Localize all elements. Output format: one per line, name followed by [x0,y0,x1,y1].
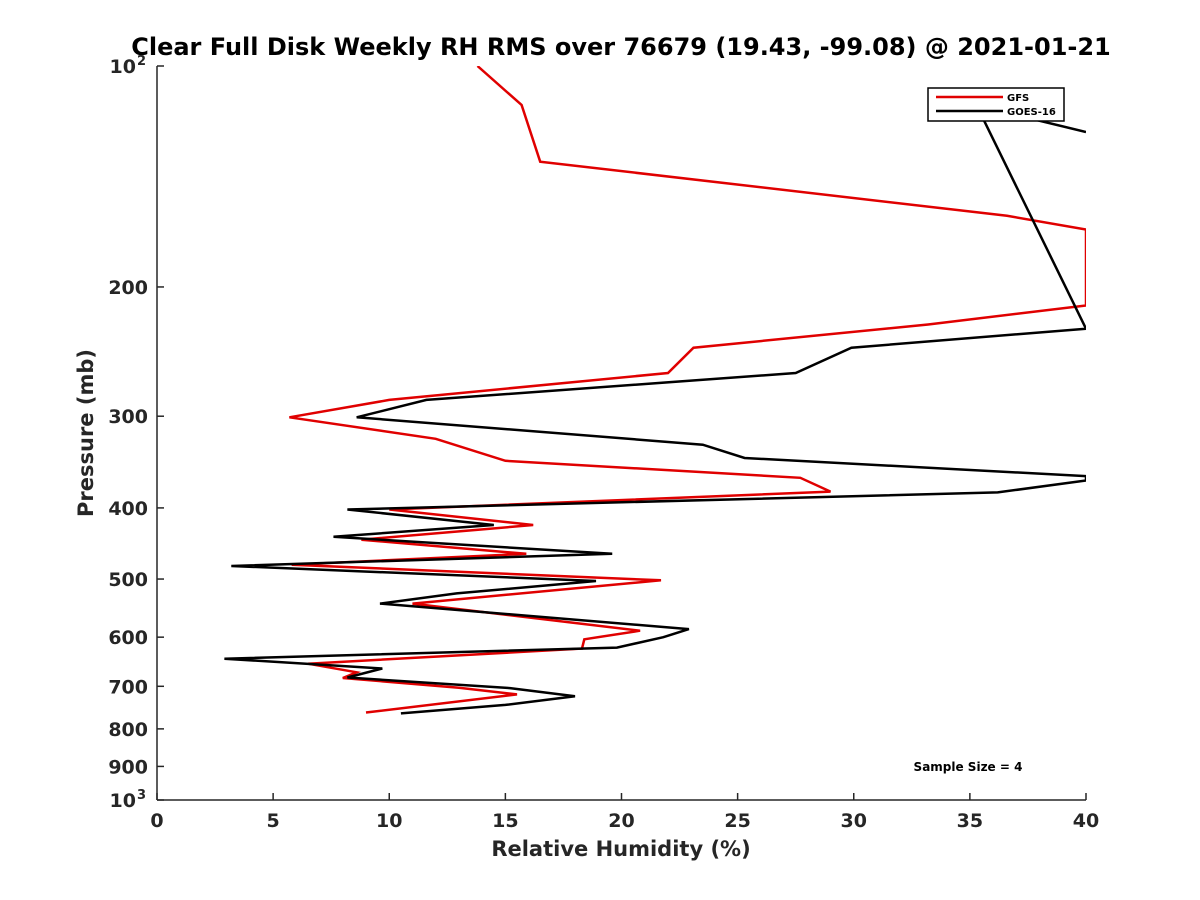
x-tick-label: 20 [608,810,634,832]
y-tick-label: 600 [108,627,148,649]
series-line-goes16 [224,95,1086,715]
x-tick-label: 30 [841,810,867,832]
y-tick-label-exponent: 3 [137,788,146,803]
legend: GFS GOES-16 [927,87,1065,122]
y-tick-label-exponent: 2 [137,54,146,69]
y-tick-label-base: 10 [110,56,136,78]
x-tick-label: 25 [724,810,750,832]
y-tick-label: 10 [110,56,136,78]
x-axis-ticks: 0 5 10 15 20 25 30 35 40 [150,793,1099,832]
plot-area [157,66,1086,800]
legend-box [927,87,1065,122]
series-layer [224,66,1086,715]
sample-size-annotation: Sample Size = 4 [914,760,1023,774]
x-tick-label: 10 [376,810,402,832]
y-tick-label: 900 [108,756,148,778]
y-tick-label: 700 [108,676,148,698]
y-tick-label: 300 [108,406,148,428]
y-tick-label: 10 [110,790,136,812]
y-tick-label: 800 [108,719,148,741]
y-tick-label: 200 [108,277,148,299]
y-tick-label: 500 [108,569,148,591]
y-tick-label: 400 [108,498,148,520]
y-tick-label-base: 10 [110,790,136,812]
x-axis-label: Relative Humidity (%) [491,837,750,861]
x-tick-label: 0 [150,810,163,832]
legend-label-goes16: GOES-16 [1007,107,1056,118]
x-tick-label: 35 [957,810,983,832]
x-tick-label: 5 [267,810,280,832]
chart-title: Clear Full Disk Weekly RH RMS over 76679… [131,33,1111,61]
legend-label-gfs: GFS [1007,93,1029,104]
x-tick-label: 15 [492,810,518,832]
x-tick-label: 40 [1073,810,1099,832]
y-axis-label: Pressure (mb) [74,349,98,517]
